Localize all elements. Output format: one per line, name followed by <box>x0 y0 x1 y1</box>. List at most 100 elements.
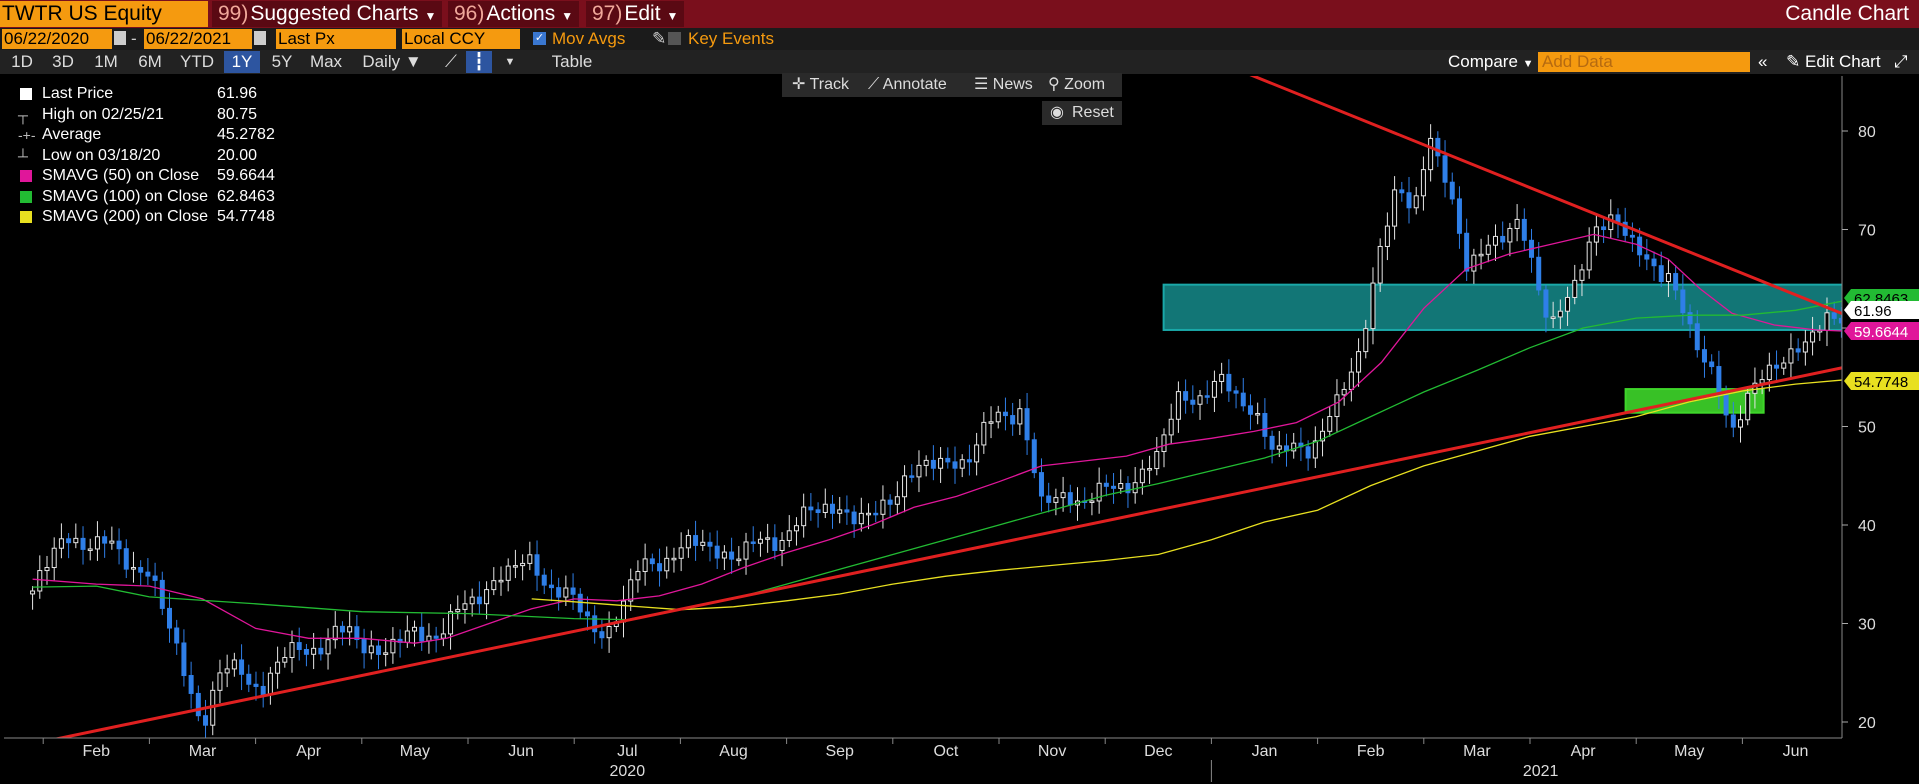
candle-body <box>923 459 929 466</box>
edit-menu[interactable]: 97)Edit ▼ <box>586 1 685 27</box>
collapse-icon[interactable]: « <box>1758 52 1768 71</box>
legend-row[interactable]: SMAVG (200) on Close 54.7748 <box>8 207 288 228</box>
resistance-zone <box>1162 283 1842 331</box>
candle-body <box>469 596 475 605</box>
legend-row[interactable]: SMAVG (100) on Close 62.8463 <box>8 187 288 208</box>
candle-chart-icon[interactable]: ┇ <box>466 51 492 73</box>
candle-body <box>887 499 893 505</box>
reset-button[interactable]: ◉ Reset <box>1042 101 1122 125</box>
expand-icon[interactable]: ⤢ <box>1894 52 1908 71</box>
candle-body <box>217 672 223 691</box>
candle-body <box>995 411 1001 423</box>
suggested-charts-menu[interactable]: 99)Suggested Charts ▼ <box>212 1 443 27</box>
compare-button[interactable]: Compare ▼ <box>1448 50 1534 74</box>
add-data-input[interactable]: Add Data <box>1538 52 1750 72</box>
calendar-icon[interactable] <box>254 31 266 45</box>
candle-body <box>253 683 259 687</box>
actions-menu[interactable]: 96)Actions ▼ <box>448 1 580 27</box>
frequency-selector[interactable]: Daily ▼ <box>352 51 432 73</box>
key-events-checkbox[interactable] <box>668 32 681 45</box>
candle-body <box>1305 446 1311 459</box>
period-1y[interactable]: 1Y <box>224 51 260 73</box>
zoom-label: Zoom <box>1064 76 1106 93</box>
legend-name: SMAVG (100) on Close <box>42 187 208 205</box>
legend-row[interactable]: SMAVG (50) on Close 59.6644 <box>8 166 288 187</box>
period-5y[interactable]: 5Y <box>271 52 293 71</box>
period-6m[interactable]: 6M <box>138 52 162 71</box>
candle-body <box>1716 366 1722 396</box>
period-1d[interactable]: 1D <box>11 52 33 71</box>
chart-type-caret-icon[interactable]: ▼ <box>504 56 516 68</box>
candle-body <box>1572 279 1578 298</box>
period-ytd[interactable]: YTD <box>180 52 214 71</box>
candle-body <box>1709 361 1715 368</box>
candle-body <box>894 496 900 505</box>
annotate-tool[interactable]: ⟋ Annotate <box>868 73 947 97</box>
table-button[interactable]: Table <box>551 52 593 71</box>
period-max[interactable]: Max <box>309 52 343 71</box>
period-1m[interactable]: 1M <box>94 52 118 71</box>
candle-body <box>1046 495 1052 503</box>
candle-body <box>556 587 562 598</box>
legend-value: 45.2782 <box>217 126 275 143</box>
period-3d[interactable]: 3D <box>52 52 74 71</box>
start-date-field[interactable]: 06/22/2020 <box>2 29 112 49</box>
candle-body <box>231 659 237 670</box>
candle-body <box>318 647 324 655</box>
x-tick-label: Jun <box>508 743 534 760</box>
ticker-field[interactable]: TWTR US Equity <box>0 1 208 27</box>
end-date-field[interactable]: 06/22/2021 <box>144 29 252 49</box>
candle-body <box>123 548 129 570</box>
line-chart-icon[interactable]: ⟋ <box>445 52 457 71</box>
candle-body <box>959 459 965 469</box>
mov-avgs-checkbox[interactable]: ✓ <box>533 32 546 45</box>
zoom-tool[interactable]: ⚲ Zoom <box>1048 73 1105 97</box>
candle-body <box>455 608 461 613</box>
legend-row[interactable]: ┴ Low on 03/18/20 20.00 <box>8 146 288 167</box>
menu-label: Actions <box>486 2 556 25</box>
legend-row[interactable]: -+- Average 45.2782 <box>8 125 288 146</box>
price-tag-label: 61.96 <box>1854 303 1892 320</box>
currency-selector[interactable]: Local CCY <box>402 29 520 49</box>
legend-value: 20.00 <box>217 146 258 164</box>
candle-body <box>685 535 691 549</box>
candle-body <box>167 607 173 629</box>
candle-body <box>267 672 273 696</box>
field-selector[interactable]: Last Px <box>276 29 396 49</box>
menu-number: 97) <box>592 2 623 25</box>
legend-row[interactable]: ┬ High on 02/25/21 80.75 <box>8 105 288 126</box>
edit-chart-button[interactable]: ✎ Edit Chart <box>1786 50 1881 74</box>
candle-body <box>750 541 756 544</box>
resistance-trendline[interactable] <box>1243 72 1919 353</box>
calendar-icon[interactable] <box>114 31 126 45</box>
candle-body <box>116 540 122 550</box>
x-year-label: 2020 <box>610 763 646 780</box>
candle-body <box>188 675 194 694</box>
y-tick-label: 30 <box>1858 617 1876 634</box>
legend-row[interactable]: Last Price 61.96 <box>8 84 288 105</box>
candle-body <box>678 547 684 559</box>
pen-icon: ⟋ <box>868 76 880 93</box>
candle-body <box>448 611 454 635</box>
x-tick-label: Jun <box>1783 743 1809 760</box>
candle-body <box>476 596 482 605</box>
track-tool[interactable]: ✛ Track <box>792 73 849 97</box>
price-tag: 59.6644 <box>1844 322 1919 341</box>
candle-body <box>203 715 209 726</box>
news-tool[interactable]: ☰ News <box>974 73 1033 97</box>
candle-body <box>1622 221 1628 236</box>
candle-body <box>1492 235 1498 246</box>
candle-body <box>159 579 165 609</box>
candle-body <box>657 563 663 572</box>
candle-body <box>1067 492 1073 506</box>
candle-body <box>815 509 821 513</box>
candle-body <box>1103 482 1109 487</box>
x-tick-label: Oct <box>933 743 958 760</box>
pencil-icon[interactable]: ✎ <box>652 29 667 48</box>
x-tick-label: Mar <box>1463 743 1491 760</box>
candle-body <box>37 570 43 592</box>
candle-body <box>858 512 864 525</box>
candle-body <box>642 558 648 573</box>
support-trendline[interactable] <box>43 348 1919 742</box>
